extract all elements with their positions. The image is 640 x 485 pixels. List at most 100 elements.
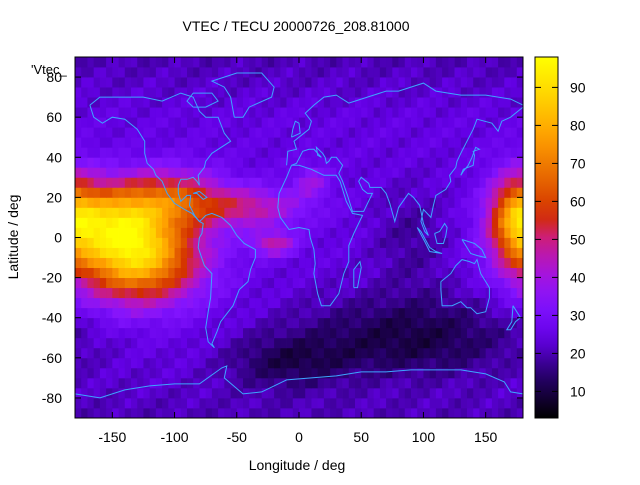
heatmap-cell <box>118 277 126 289</box>
heatmap-cell <box>236 87 244 98</box>
heatmap-cell <box>323 197 331 208</box>
heatmap-cell <box>155 187 163 198</box>
heatmap-cell <box>236 57 244 68</box>
heatmap-cell <box>75 407 82 419</box>
heatmap-cell <box>261 57 269 68</box>
heatmap-cell <box>143 317 151 329</box>
heatmap-cell <box>81 317 88 329</box>
heatmap-cell <box>467 287 474 299</box>
heatmap-cell <box>143 397 151 409</box>
heatmap-cell <box>479 407 487 419</box>
heatmap-cell <box>224 177 231 188</box>
heatmap-cell <box>411 407 418 419</box>
colorbar-tick-label: 80 <box>570 117 586 133</box>
heatmap-cell <box>299 127 306 138</box>
heatmap-cell <box>510 147 518 158</box>
heatmap-cell <box>99 187 107 198</box>
heatmap-cell <box>274 387 281 399</box>
heatmap-cell <box>473 167 480 178</box>
heatmap-cell <box>124 307 132 319</box>
heatmap-cell <box>504 287 511 299</box>
heatmap-cell <box>311 387 319 399</box>
heatmap-cell <box>124 337 132 349</box>
heatmap-cell <box>299 267 306 279</box>
heatmap-cell <box>355 267 362 279</box>
heatmap-cell <box>292 97 300 108</box>
heatmap-cell <box>255 177 263 188</box>
heatmap-cell <box>448 177 455 188</box>
heatmap-cell <box>510 407 518 419</box>
heatmap-cell <box>330 207 337 218</box>
heatmap-cell <box>137 377 144 389</box>
heatmap-cell <box>118 257 126 268</box>
heatmap-cell <box>112 247 119 258</box>
heatmap-cell <box>454 387 462 399</box>
heatmap-cell <box>355 227 362 238</box>
heatmap-cell <box>187 127 194 138</box>
heatmap-cell <box>485 177 493 188</box>
heatmap-cell <box>429 147 437 158</box>
heatmap-cell <box>81 247 88 258</box>
heatmap-cell <box>255 127 263 138</box>
heatmap-cell <box>510 297 518 309</box>
heatmap-cell <box>124 407 132 419</box>
heatmap-cell <box>342 187 350 198</box>
heatmap-cell <box>211 357 219 369</box>
heatmap-cell <box>118 57 126 68</box>
heatmap-cell <box>99 237 107 248</box>
heatmap-cell <box>292 257 300 268</box>
heatmap-cell <box>467 407 474 419</box>
heatmap-cell <box>236 187 244 198</box>
heatmap-cell <box>516 347 524 359</box>
heatmap-cell <box>193 387 200 399</box>
heatmap-cell <box>93 97 101 108</box>
heatmap-cell <box>498 357 505 369</box>
heatmap-cell <box>162 307 169 319</box>
heatmap-cell <box>510 337 518 349</box>
heatmap-cell <box>87 127 95 138</box>
heatmap-cell <box>311 267 319 279</box>
heatmap-cell <box>211 257 219 268</box>
heatmap-cell <box>155 217 163 228</box>
heatmap-cell <box>205 157 213 168</box>
heatmap-cell <box>149 177 157 188</box>
heatmap-cell <box>299 97 306 108</box>
heatmap-cell <box>261 367 269 379</box>
heatmap-cell <box>224 377 231 389</box>
heatmap-cell <box>193 247 200 258</box>
heatmap-cell <box>118 247 126 258</box>
heatmap-cell <box>336 237 343 248</box>
heatmap-cell <box>504 237 511 248</box>
heatmap-cell <box>286 247 294 258</box>
heatmap-cell <box>230 347 238 359</box>
heatmap-cell <box>180 357 188 369</box>
heatmap-cell <box>137 77 144 88</box>
heatmap-cell <box>348 357 356 369</box>
heatmap-cell <box>404 217 412 228</box>
heatmap-cell <box>174 87 182 98</box>
heatmap-cell <box>460 247 468 258</box>
heatmap-cell <box>392 357 399 369</box>
heatmap-cell <box>442 337 449 349</box>
heatmap-cell <box>336 57 343 68</box>
heatmap-cell <box>336 267 343 279</box>
heatmap-cell <box>442 97 449 108</box>
heatmap-cell <box>404 387 412 399</box>
heatmap-cell <box>417 107 424 118</box>
heatmap-cell <box>479 267 487 279</box>
heatmap-cell <box>99 137 107 148</box>
heatmap-cell <box>267 387 275 399</box>
heatmap-cell <box>218 217 225 228</box>
heatmap-cell <box>435 57 443 68</box>
heatmap-cell <box>299 137 306 148</box>
heatmap-cell <box>118 177 126 188</box>
heatmap-cell <box>348 407 356 419</box>
heatmap-cell <box>311 97 319 108</box>
heatmap-cell <box>491 277 499 289</box>
heatmap-cell <box>479 127 487 138</box>
heatmap-cell <box>118 187 126 198</box>
heatmap-cell <box>255 87 263 98</box>
heatmap-cell <box>236 207 244 218</box>
heatmap-cell <box>510 107 518 118</box>
heatmap-cell <box>274 197 281 208</box>
